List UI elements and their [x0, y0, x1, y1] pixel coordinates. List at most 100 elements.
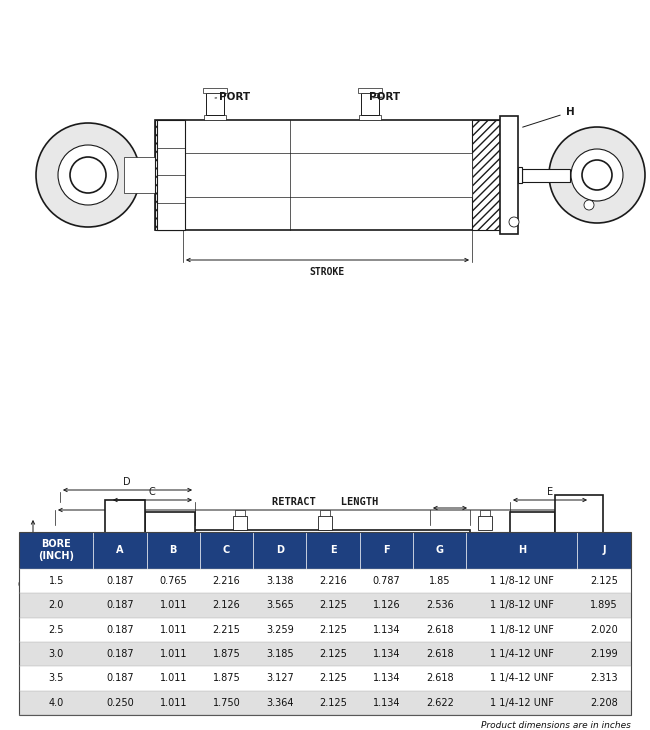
Bar — [20, 569, 93, 593]
Text: 2.125: 2.125 — [319, 698, 347, 707]
Text: 1 1/8-12 UNF: 1 1/8-12 UNF — [490, 625, 554, 634]
Text: 1.5: 1.5 — [49, 576, 64, 586]
Bar — [307, 569, 360, 593]
Bar — [233, 516, 247, 530]
Bar — [147, 618, 200, 642]
Bar — [413, 666, 467, 691]
Text: PORT: PORT — [369, 92, 400, 102]
Text: 1 1/8-12 UNF: 1 1/8-12 UNF — [490, 601, 554, 610]
Bar — [200, 642, 254, 666]
Bar — [360, 691, 413, 715]
Bar — [577, 642, 630, 666]
Bar — [105, 500, 145, 670]
Bar — [478, 516, 492, 530]
Bar — [147, 531, 200, 569]
Text: 1.134: 1.134 — [372, 625, 400, 634]
Text: 0.787: 0.787 — [372, 576, 400, 586]
Text: 3.364: 3.364 — [266, 698, 294, 707]
Bar — [254, 569, 307, 593]
Text: 1.134: 1.134 — [372, 649, 400, 659]
Bar — [413, 642, 467, 666]
Bar — [467, 569, 577, 593]
Bar — [254, 642, 307, 666]
Bar — [307, 593, 360, 618]
Text: 1.750: 1.750 — [213, 698, 240, 707]
Bar — [203, 88, 227, 93]
Text: C: C — [223, 545, 230, 556]
Text: E: E — [547, 487, 553, 497]
Bar — [155, 120, 183, 230]
Bar — [235, 510, 245, 516]
Text: F: F — [53, 580, 58, 590]
Bar — [413, 691, 467, 715]
Bar — [124, 157, 160, 193]
Text: A: A — [116, 545, 124, 556]
Circle shape — [509, 217, 519, 227]
Bar — [358, 88, 382, 93]
Text: 2.215: 2.215 — [213, 625, 240, 634]
Bar — [522, 169, 570, 182]
Text: 3.185: 3.185 — [266, 649, 294, 659]
Bar — [200, 593, 254, 618]
Circle shape — [584, 200, 594, 210]
Bar — [254, 691, 307, 715]
Bar — [413, 531, 467, 569]
Bar — [93, 531, 147, 569]
Text: 0.765: 0.765 — [159, 576, 187, 586]
Text: 1.134: 1.134 — [372, 698, 400, 707]
Text: D: D — [276, 545, 284, 556]
Circle shape — [549, 127, 645, 223]
Bar — [155, 120, 500, 230]
Text: 1.134: 1.134 — [372, 673, 400, 683]
Bar — [200, 531, 254, 569]
Text: 2.216: 2.216 — [213, 576, 240, 586]
Bar — [147, 691, 200, 715]
Text: 1 1/4-12 UNF: 1 1/4-12 UNF — [490, 698, 554, 707]
Bar — [360, 531, 413, 569]
Circle shape — [36, 123, 140, 227]
Bar — [360, 666, 413, 691]
Bar — [467, 666, 577, 691]
Bar — [518, 167, 522, 183]
Text: F: F — [383, 545, 390, 556]
Text: 2.125: 2.125 — [319, 601, 347, 610]
Circle shape — [414, 654, 436, 676]
Bar — [93, 618, 147, 642]
Bar — [577, 569, 630, 593]
Text: 2.0: 2.0 — [49, 601, 64, 610]
Text: BORE
(INCH): BORE (INCH) — [38, 539, 74, 561]
Text: 2.020: 2.020 — [590, 625, 618, 634]
Bar — [20, 691, 93, 715]
Bar — [254, 666, 307, 691]
Bar — [577, 666, 630, 691]
Bar — [577, 618, 630, 642]
Text: 0.187: 0.187 — [106, 576, 134, 586]
Text: 0.187: 0.187 — [106, 649, 134, 659]
Text: H: H — [518, 545, 526, 556]
Text: 3.259: 3.259 — [266, 625, 294, 634]
Bar — [500, 116, 518, 234]
Circle shape — [58, 145, 118, 205]
Bar — [200, 666, 254, 691]
Bar — [467, 531, 577, 569]
Bar — [200, 691, 254, 715]
Text: 2.208: 2.208 — [590, 698, 618, 707]
Bar — [254, 593, 307, 618]
Bar — [413, 569, 467, 593]
Text: 2.126: 2.126 — [213, 601, 240, 610]
Text: 1 1/8-12 UNF: 1 1/8-12 UNF — [490, 576, 554, 586]
Text: STROKE: STROKE — [309, 267, 344, 277]
Text: G: G — [436, 545, 444, 556]
Text: 2.622: 2.622 — [426, 698, 454, 707]
Text: 2.5: 2.5 — [49, 625, 64, 634]
Text: 0.187: 0.187 — [106, 601, 134, 610]
Bar — [318, 516, 332, 530]
Bar — [93, 593, 147, 618]
Text: 1.126: 1.126 — [372, 601, 400, 610]
Text: C: C — [149, 487, 155, 497]
Bar — [254, 531, 307, 569]
Text: B: B — [170, 545, 177, 556]
Text: 1.875: 1.875 — [213, 673, 240, 683]
Text: D: D — [124, 477, 131, 487]
Circle shape — [582, 160, 612, 190]
